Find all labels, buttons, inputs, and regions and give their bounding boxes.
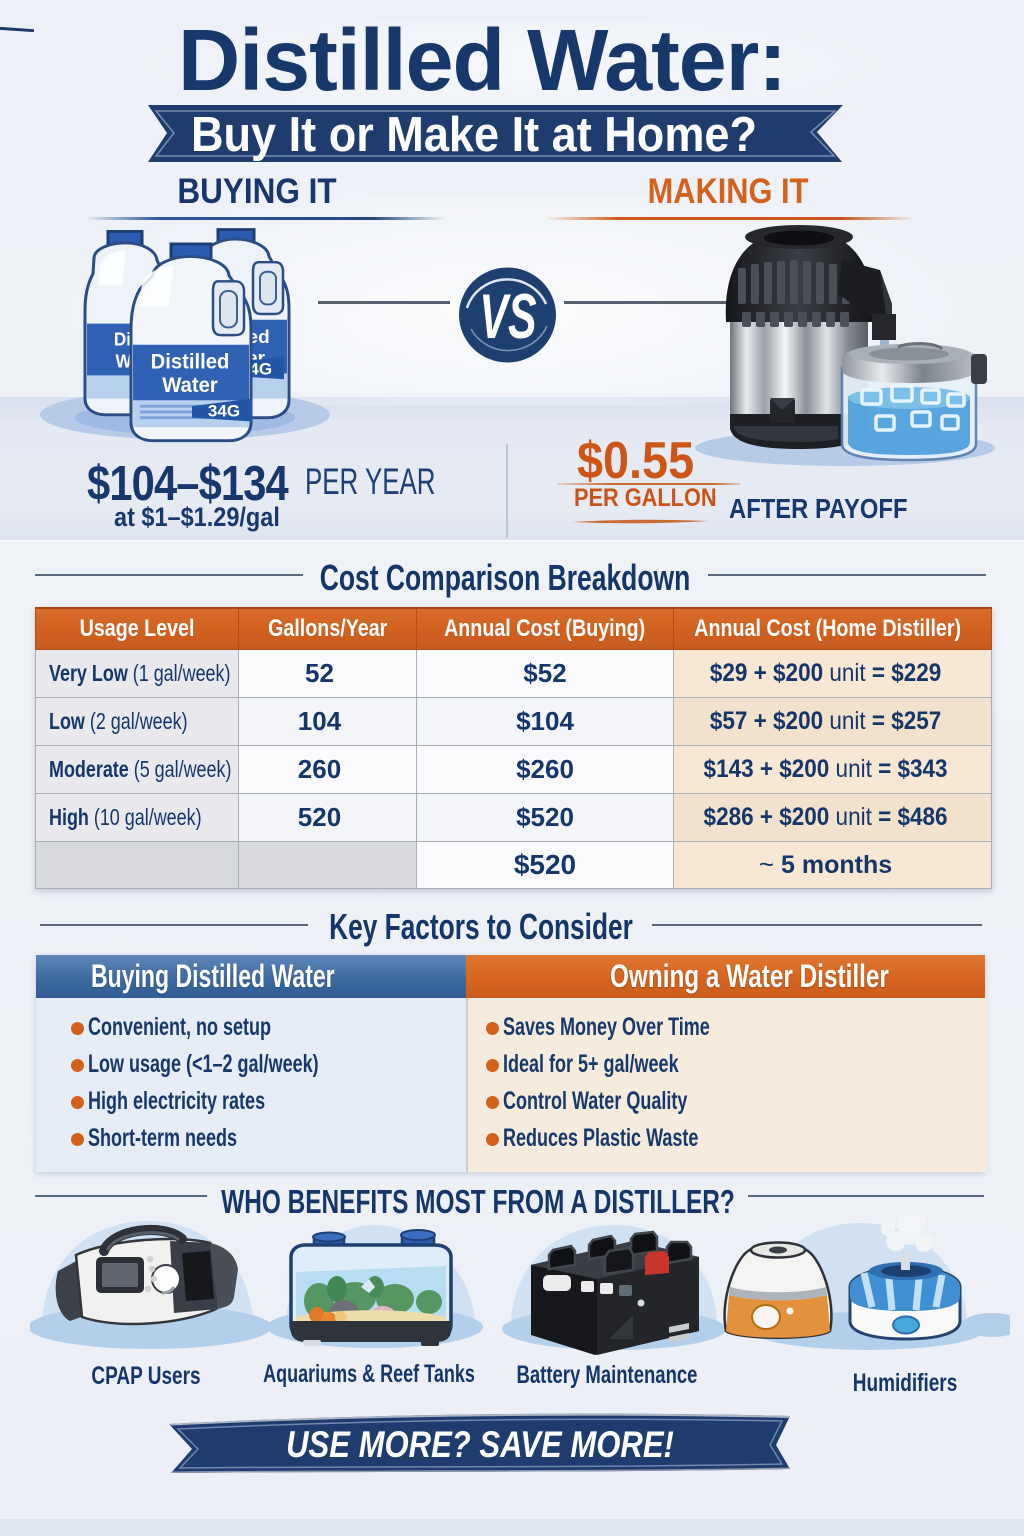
svg-text:Distilled: Distilled (151, 350, 230, 373)
svg-text:VS: VS (479, 282, 536, 352)
svg-text:Water: Water (162, 373, 217, 396)
svg-text:USE MORE? SAVE MORE!: USE MORE? SAVE MORE! (286, 1425, 674, 1466)
svg-text:34G: 34G (208, 402, 240, 421)
svg-text:Buy It or Make It at Home?: Buy It or Make It at Home? (191, 106, 757, 161)
